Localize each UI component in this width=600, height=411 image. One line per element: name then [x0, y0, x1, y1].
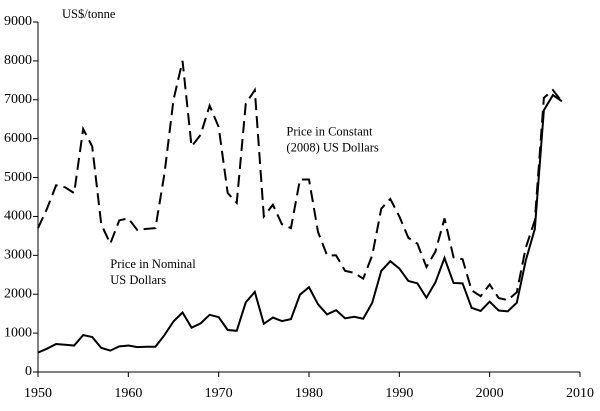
series-line [37, 60, 563, 302]
x-tick-label: 1960 [114, 386, 142, 401]
y-tick-label: 2000 [4, 286, 32, 301]
y-tick-label: 6000 [4, 131, 32, 146]
y-tick-label: 1000 [4, 325, 32, 340]
y-tick-label: 3000 [4, 248, 32, 263]
y-tick-label: 9000 [4, 14, 32, 29]
series-line [37, 93, 563, 354]
y-tick-label: 5000 [4, 170, 32, 185]
x-tick-label: 2000 [476, 386, 504, 401]
y-tick-label: 7000 [4, 92, 32, 107]
x-tick-label: 2010 [566, 386, 594, 401]
y-tick-label: 8000 [4, 53, 32, 68]
x-tick-label: 1970 [205, 386, 233, 401]
annotation: Price in Nominal [110, 257, 196, 271]
x-tick-label: 1950 [24, 386, 52, 401]
y-axis-label: US$/tonne [62, 7, 116, 21]
x-tick-label: 1980 [295, 386, 323, 401]
annotation: US Dollars [110, 273, 166, 287]
annotation: (2008) US Dollars [286, 141, 378, 155]
annotation: Price in Constant [286, 125, 373, 139]
x-tick-label: 1990 [385, 386, 413, 401]
y-tick-label: 0 [25, 364, 32, 379]
y-tick-label: 4000 [4, 209, 32, 224]
